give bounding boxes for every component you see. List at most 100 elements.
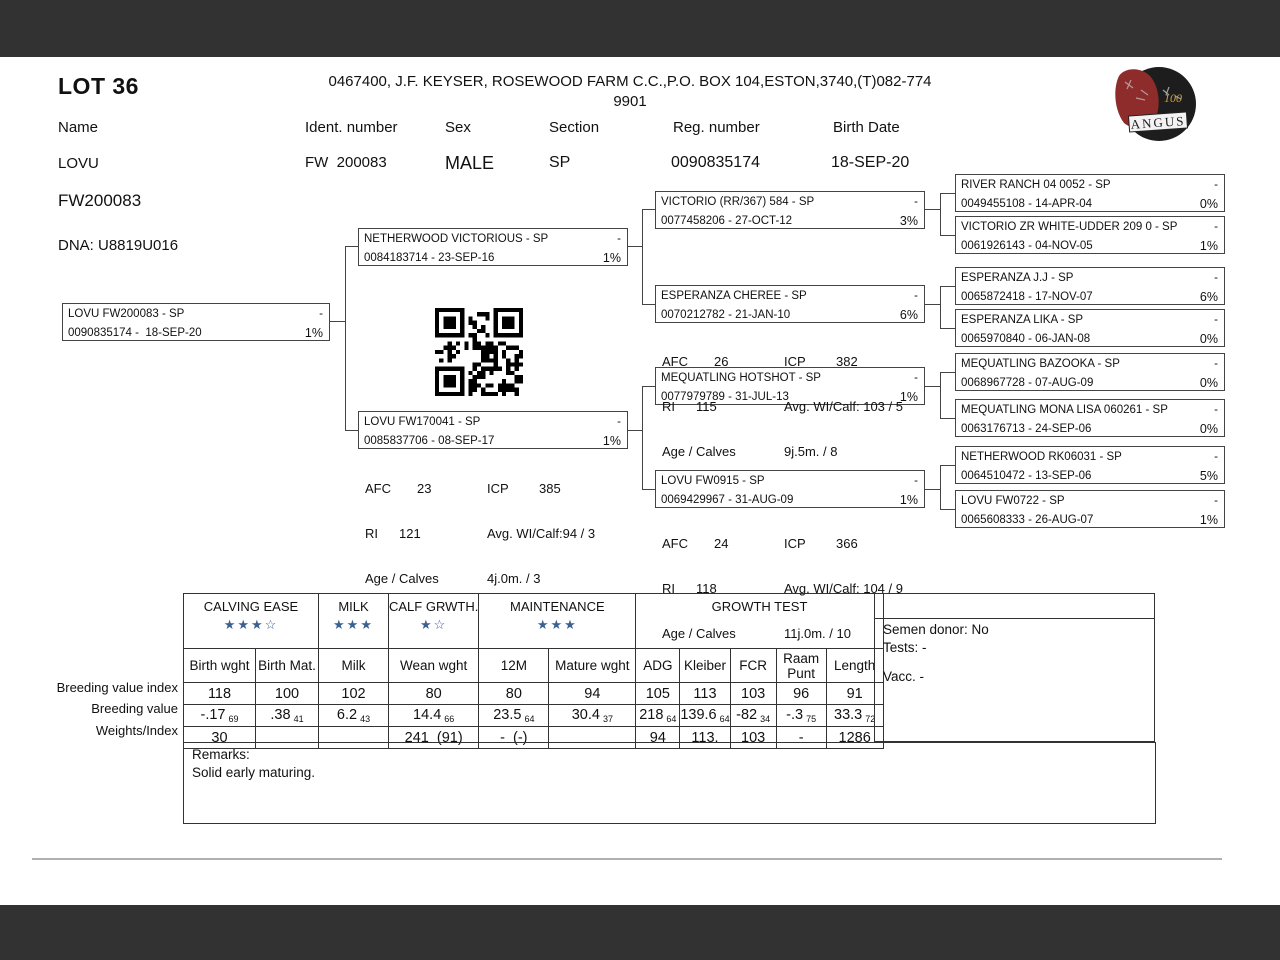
- animal-reg: 0049455108 - 14-APR-04: [961, 198, 1093, 210]
- animal-name: VICTORIO ZR WHITE-UDDER 209 0 - SP: [961, 221, 1178, 233]
- afc-value: 24: [714, 536, 729, 551]
- pedigree-box-dam-dam: LOVU FW0915 - SP - 0069429967 - 31-AUG-09…: [655, 470, 925, 508]
- icp-label: ICP: [784, 536, 806, 551]
- col-header: Birth Mat.: [255, 648, 319, 683]
- pedigree-box-sire-sire: VICTORIO (RR/367) 584 - SP - 0077458206 -…: [655, 191, 925, 229]
- ebv-weight-cell: 30: [183, 726, 256, 749]
- animal-reg: 0070212782 - 21-JAN-10: [661, 309, 791, 321]
- pedigree-connector: [940, 509, 955, 510]
- animal-reg: 0064510472 - 13-SEP-06: [961, 470, 1092, 482]
- ebv-index-cell: 103: [729, 682, 777, 705]
- bottom-bar: [0, 905, 1280, 960]
- animal-reg: 0065872418 - 17-NOV-07: [961, 291, 1093, 303]
- pedigree-connector: [940, 286, 941, 328]
- col-header: FCR: [729, 648, 777, 683]
- label-sex: Sex: [445, 119, 471, 136]
- animal-name: MEQUATLING BAZOOKA - SP: [961, 358, 1120, 370]
- icp-value: 385: [539, 481, 561, 496]
- avg-wi-calf: Avg. WI/Calf:94 / 3: [487, 526, 596, 541]
- ebv-index-cell: 91: [825, 682, 884, 705]
- pedigree-connector: [940, 193, 941, 235]
- pedigree-box-gen4: LOVU FW0722 - SP - 0065608333 - 26-AUG-07…: [955, 490, 1225, 528]
- ebv-value-cell: 14.4 66: [387, 704, 480, 727]
- pedigree-box-gen4: MEQUATLING BAZOOKA - SP - 0068967728 - 07…: [955, 353, 1225, 391]
- pedigree-connector: [642, 386, 655, 387]
- inbreeding-pct: 1%: [1199, 239, 1218, 253]
- group-calving-ease: CALVING EASE ★★★☆: [183, 593, 319, 649]
- ebv-weight-cell: 113.: [679, 726, 731, 749]
- animal-reg: 0085837706 - 08-SEP-17: [364, 435, 495, 447]
- animal-reg: 0068967728 - 07-AUG-09: [961, 377, 1094, 389]
- breeder-address-line1: 0467400, J.F. KEYSER, ROSEWOOD FARM C.C.…: [328, 73, 932, 90]
- ebv-value-cell: 139.6 64: [679, 704, 731, 727]
- label-birth: Birth Date: [833, 119, 900, 136]
- dash: -: [914, 372, 918, 384]
- pedigree-connector: [642, 489, 655, 490]
- animal-ident-name: FW200083: [58, 191, 142, 210]
- label-name: Name: [58, 119, 99, 136]
- ri-label: RI: [662, 581, 675, 596]
- inbreeding-pct: 1%: [1199, 513, 1218, 527]
- top-bar: [0, 0, 1280, 57]
- pedigree-box-sire: NETHERWOOD VICTORIOUS - SP - 0084183714 -…: [358, 228, 628, 266]
- inbreeding-pct: 6%: [1199, 290, 1218, 304]
- inbreeding-pct: 1%: [602, 434, 621, 448]
- footer-divider: [32, 858, 1222, 860]
- ebv-index-cell: 105: [635, 682, 681, 705]
- semen-donor-text: Semen donor: No: [883, 622, 989, 637]
- col-header: ADG: [635, 648, 681, 683]
- ebv-index-cell: 113: [679, 682, 731, 705]
- ebv-weight-cell: 94: [635, 726, 681, 749]
- accuracy: 69: [228, 714, 239, 724]
- pedigree-box-gen4: ESPERANZA J.J - SP - 0065872418 - 17-NOV-…: [955, 267, 1225, 305]
- dash: -: [914, 196, 918, 208]
- icp-value: 366: [836, 536, 858, 551]
- ebv-value-cell: .38 41: [255, 704, 319, 727]
- lot-number: LOT 36: [58, 73, 139, 99]
- pedigree-connector: [628, 430, 642, 431]
- value-ident: FW 200083: [305, 154, 387, 171]
- animal-reg: 0061926143 - 04-NOV-05: [961, 240, 1093, 252]
- animal-name: LOVU FW0915 - SP: [661, 475, 765, 487]
- ebv-weight-cell: 103: [729, 726, 777, 749]
- row-label-index: Breeding value index: [56, 680, 178, 695]
- inbreeding-pct: 5%: [1199, 469, 1218, 483]
- remarks-box: Remarks: Solid early maturing.: [183, 742, 1156, 824]
- pedigree-box-gen4: MEQUATLING MONA LISA 060261 - SP - 006317…: [955, 399, 1225, 437]
- dash: -: [1214, 272, 1218, 284]
- dash: -: [914, 475, 918, 487]
- dash: -: [1214, 404, 1218, 416]
- inbreeding-pct: 0%: [1199, 197, 1218, 211]
- age-calves-value: 9j.5m. / 8: [784, 444, 838, 459]
- vacc-text: Vacc. -: [883, 669, 925, 684]
- accuracy: 43: [360, 714, 371, 724]
- inbreeding-pct: 1%: [304, 326, 323, 340]
- pedigree-box-gen4: RIVER RANCH 04 0052 - SP - 0049455108 - 1…: [955, 174, 1225, 212]
- animal-name: NETHERWOOD VICTORIOUS - SP: [364, 233, 549, 245]
- animal-name: LOVU FW170041 - SP: [364, 416, 481, 428]
- accuracy: 41: [293, 714, 304, 724]
- ebv-index-cell: 102: [318, 682, 389, 705]
- ebv-table: CALVING EASE ★★★☆ MILK ★★★ CALF GRWTH. ★☆ M…: [183, 593, 884, 749]
- animal-name: VICTORIO (RR/367) 584 - SP: [661, 196, 815, 208]
- value-sex: MALE: [445, 153, 495, 173]
- tests-text: Tests: -: [883, 640, 927, 655]
- pedigree-connector: [940, 372, 941, 418]
- pedigree-connector: [940, 286, 955, 287]
- dash: -: [617, 416, 621, 428]
- dna-number: DNA: U8819U016: [58, 237, 179, 254]
- animal-name: LOVU FW0722 - SP: [961, 495, 1065, 507]
- pedigree-connector: [940, 465, 955, 466]
- pedigree-box-subject: LOVU FW200083 - SP - 0090835174 - 18-SEP-…: [62, 303, 330, 341]
- ri-label: RI: [662, 399, 675, 414]
- group-milk: MILK ★★★: [318, 593, 389, 649]
- pedigree-connector: [330, 321, 345, 322]
- value-birth: 18-SEP-20: [831, 154, 910, 171]
- ebv-weight-cell: - (-): [478, 726, 550, 749]
- animal-name: LOVU FW200083 - SP: [68, 308, 185, 320]
- sire-dam-fertility-stats: AFC 26 RI 115 Age / Calves ICP 382 Avg. WI/…: [662, 324, 903, 489]
- inbreeding-pct: 0%: [1199, 332, 1218, 346]
- ebv-index-cell: 96: [775, 682, 827, 705]
- pedigree-box-dam-sire: MEQUATLING HOTSHOT - SP - 0077979789 - 31…: [655, 367, 925, 405]
- afc-label: AFC: [662, 536, 688, 551]
